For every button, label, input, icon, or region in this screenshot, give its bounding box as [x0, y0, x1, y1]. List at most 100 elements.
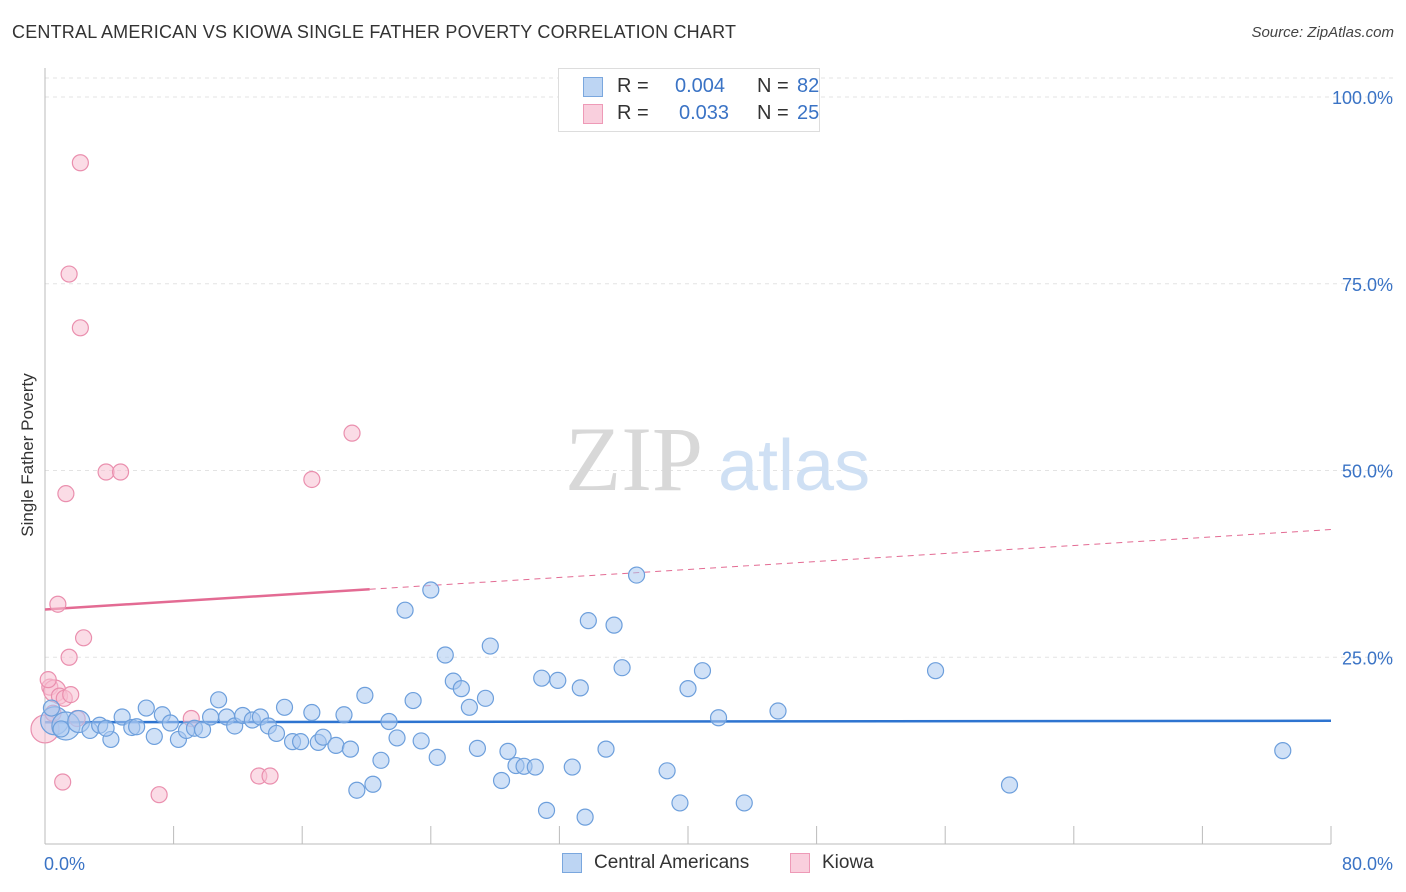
point-kiowa: [261, 767, 279, 785]
point-central-americans: [492, 771, 511, 790]
point-central-americans: [327, 736, 345, 754]
y-tick-label: 75.0%: [1342, 275, 1393, 295]
point-central-americans: [412, 732, 430, 750]
y-tick-label: 50.0%: [1342, 462, 1393, 482]
legend-r-label: R =: [617, 102, 649, 124]
point-kiowa: [111, 463, 130, 481]
point-kiowa: [60, 648, 78, 666]
correlation-legend: R = 0.004 N = 82 R = 0.033 N = 25: [558, 68, 820, 132]
point-central-americans: [380, 712, 398, 731]
point-central-americans: [926, 662, 945, 680]
point-central-americans: [671, 794, 689, 812]
point-central-americans: [533, 669, 551, 687]
point-kiowa: [97, 463, 115, 481]
point-kiowa: [343, 424, 361, 442]
axes: [44, 68, 1332, 845]
point-kiowa: [57, 485, 75, 503]
point-central-americans: [460, 698, 478, 716]
legend-n-value: 25: [797, 102, 820, 124]
legend-n-value: 82: [797, 75, 820, 97]
point-central-americans: [428, 748, 446, 766]
watermark-atlas: atlas: [718, 426, 870, 506]
point-central-americans: [97, 719, 115, 737]
legend-r-value: 0.004: [675, 75, 726, 97]
legend-r-label: R =: [617, 75, 649, 97]
point-central-americans: [267, 724, 286, 743]
point-central-americans: [481, 637, 499, 655]
gridlines: [45, 77, 1394, 658]
legend-n-label: N =: [757, 102, 789, 124]
trend-line-kiowa: [44, 588, 370, 611]
point-central-americans: [597, 740, 615, 758]
point-central-americans: [356, 686, 374, 704]
point-kiowa: [71, 319, 89, 337]
point-central-americans: [145, 727, 163, 746]
series-swatch-blue: [562, 853, 582, 873]
point-kiowa: [49, 595, 67, 613]
point-central-americans: [303, 703, 321, 722]
point-central-americans: [193, 721, 212, 739]
point-central-americans: [52, 720, 70, 738]
trend-line-kiowa-extrapolated: [369, 529, 1332, 590]
point-central-americans: [563, 758, 581, 776]
point-kiowa: [74, 629, 93, 647]
data-points: [30, 154, 1292, 826]
point-central-americans: [468, 739, 487, 757]
series-name: Kiowa: [822, 852, 874, 873]
y-tick-label: 100.0%: [1332, 88, 1393, 108]
point-central-americans: [436, 646, 454, 664]
point-central-americans: [364, 775, 382, 793]
point-central-americans: [341, 740, 360, 758]
point-central-americans: [476, 689, 495, 707]
source-credit: Source: ZipAtlas.com: [1251, 24, 1394, 41]
point-central-americans: [1000, 776, 1019, 794]
point-kiowa: [39, 671, 57, 689]
point-kiowa: [54, 773, 72, 791]
point-central-americans: [576, 808, 594, 826]
point-central-americans: [372, 751, 390, 769]
point-kiowa: [60, 265, 78, 283]
point-central-americans: [605, 616, 623, 634]
series-name: Central Americans: [594, 852, 750, 873]
point-kiowa: [62, 685, 80, 704]
x-tick-label-min: 0.0%: [44, 854, 85, 874]
point-central-americans: [314, 728, 332, 746]
point-kiowa: [71, 154, 89, 172]
point-central-americans: [627, 566, 646, 584]
point-central-americans: [404, 691, 422, 710]
point-central-americans: [709, 709, 728, 727]
point-central-americans: [422, 581, 440, 599]
point-central-americans: [161, 714, 179, 732]
point-central-americans: [549, 671, 567, 690]
tick-labels: 25.0% 50.0% 75.0% 100.0% 0.0% 80.0%: [44, 88, 1393, 874]
point-central-americans: [571, 679, 589, 697]
point-central-americans: [526, 758, 544, 776]
point-central-americans: [499, 742, 517, 760]
point-central-americans: [128, 718, 146, 736]
point-central-americans: [613, 659, 631, 677]
chart-title: CENTRAL AMERICAN VS KIOWA SINGLE FATHER …: [12, 22, 737, 42]
watermark: ZIP atlas: [565, 408, 870, 510]
point-central-americans: [42, 699, 61, 717]
point-central-americans: [137, 699, 155, 717]
point-central-americans: [735, 794, 753, 812]
point-central-americans: [1274, 742, 1292, 760]
point-central-americans: [335, 706, 353, 724]
point-kiowa: [150, 786, 168, 804]
point-kiowa: [303, 470, 321, 489]
point-central-americans: [679, 680, 697, 698]
series-swatch-pink: [790, 853, 810, 873]
point-central-americans: [693, 662, 712, 680]
point-central-americans: [388, 729, 406, 747]
legend-n-label: N =: [757, 75, 789, 97]
x-tick-label-max: 80.0%: [1342, 854, 1393, 874]
point-central-americans: [275, 698, 294, 716]
point-central-americans: [537, 801, 556, 819]
point-central-americans: [348, 781, 366, 799]
watermark-zip: ZIP: [565, 408, 703, 510]
point-central-americans: [452, 680, 470, 698]
point-central-americans: [291, 733, 310, 751]
point-central-americans: [201, 708, 220, 726]
point-central-americans: [210, 691, 228, 709]
